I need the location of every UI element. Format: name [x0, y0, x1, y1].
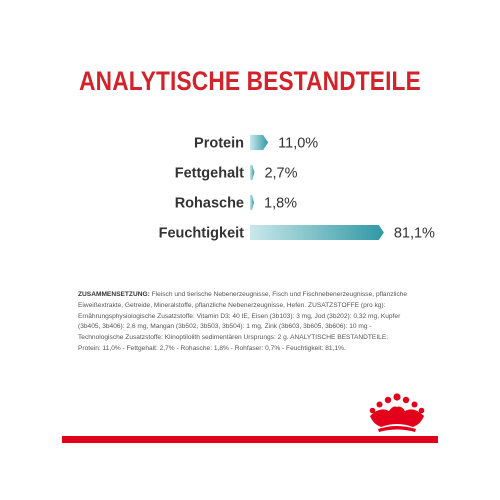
- composition-body: Fleisch und tierische Nebenerzeugnisse, …: [78, 291, 408, 352]
- value-label-feuchtigkeit: 81,1%: [394, 226, 435, 242]
- category-label-protein: Protein: [194, 136, 244, 152]
- bar-feuchtigkeit: [250, 225, 384, 240]
- bar-protein: [250, 135, 269, 150]
- value-label-protein: 11,0%: [278, 136, 318, 152]
- bar-fettgehalt: [250, 165, 255, 180]
- category-label-fettgehalt: Fettgehalt: [175, 166, 244, 182]
- bar-chart: Protein 11,0% Fettgehalt 2,7% Rohasche 1,8% Fe…: [159, 135, 435, 242]
- category-label-rohasche: Rohasche: [175, 196, 244, 212]
- chart-title: ANALYTISCHE BESTANDTEILE: [79, 66, 421, 96]
- value-label-rohasche: 1,8%: [264, 196, 297, 212]
- composition-heading: ZUSAMMENSETZUNG:: [78, 291, 150, 298]
- royal-canin-crown-icon: [369, 393, 425, 432]
- composition-text: ZUSAMMENSETZUNG: Fleisch und tierische N…: [78, 290, 408, 355]
- category-label-feuchtigkeit: Feuchtigkeit: [159, 226, 245, 242]
- brand-divider-bar: [62, 436, 438, 443]
- value-label-fettgehalt: 2,7%: [264, 166, 297, 182]
- bar-rohasche: [250, 195, 254, 210]
